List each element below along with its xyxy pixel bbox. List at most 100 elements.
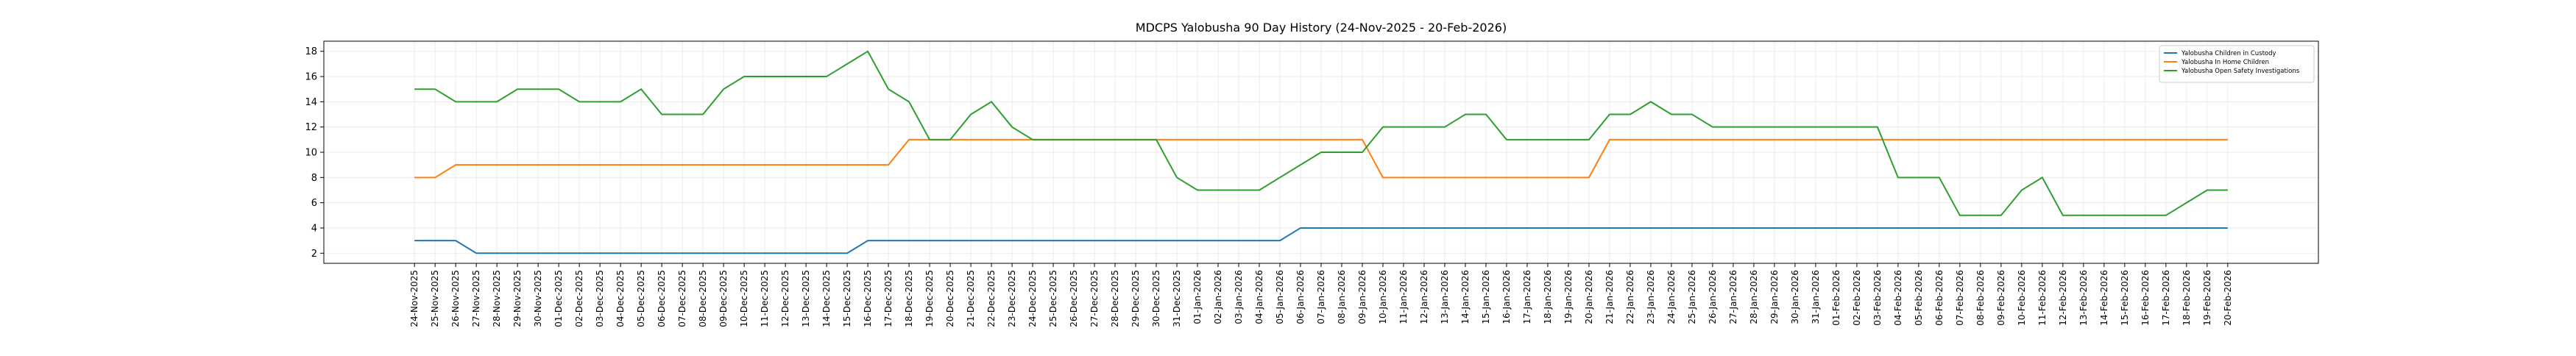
x-tick-label: 04-Feb-2026: [1893, 270, 1903, 326]
x-tick-label: 10-Jan-2026: [1378, 270, 1388, 324]
x-tick-label: 26-Nov-2025: [450, 270, 461, 327]
x-tick-label: 10-Feb-2026: [2017, 270, 2027, 326]
x-tick-label: 27-Dec-2025: [1089, 270, 1100, 327]
x-tick-label: 05-Jan-2026: [1275, 270, 1285, 324]
x-tick-label: 19-Dec-2025: [924, 270, 935, 327]
legend-label: Yalobusha In Home Children: [2181, 59, 2269, 66]
series-line: [414, 138, 2228, 179]
x-tick-label: 16-Dec-2025: [863, 270, 873, 327]
x-tick-label: 29-Dec-2025: [1130, 270, 1141, 327]
x-tick-label: 28-Nov-2025: [492, 270, 502, 327]
x-tick-label: 22-Dec-2025: [986, 270, 997, 327]
legend-label: Yalobusha Open Safety Investigations: [2181, 68, 2300, 75]
x-tick-label: 31-Jan-2026: [1811, 270, 1821, 324]
x-tick-label: 20-Feb-2026: [2223, 270, 2233, 326]
x-tick-label: 12-Dec-2025: [780, 270, 790, 327]
y-tick-label: 16: [305, 72, 317, 83]
x-tick-label: 30-Nov-2025: [533, 270, 543, 327]
x-tick-label: 08-Feb-2026: [1975, 270, 1986, 326]
x-tick-label: 26-Dec-2025: [1069, 270, 1079, 327]
x-tick-label: 03-Feb-2026: [1872, 270, 1883, 326]
x-tick-label: 17-Feb-2026: [2161, 270, 2171, 326]
x-tick-label: 20-Jan-2026: [1584, 270, 1594, 324]
x-tick-label: 30-Dec-2025: [1151, 270, 1161, 327]
x-tick-label: 14-Jan-2026: [1460, 270, 1471, 324]
x-tick-label: 17-Jan-2026: [1522, 270, 1532, 324]
x-tick-label: 26-Jan-2026: [1708, 270, 1718, 324]
chart-title: MDCPS Yalobusha 90 Day History (24-Nov-2…: [1136, 21, 1507, 35]
x-tick-label: 02-Dec-2025: [574, 270, 584, 327]
x-tick-label: 14-Dec-2025: [821, 270, 832, 327]
x-tick-label: 18-Dec-2025: [904, 270, 914, 327]
legend-label: Yalobusha Children in Custody: [2181, 50, 2276, 57]
x-tick-label: 01-Dec-2025: [553, 270, 564, 327]
x-tick-label: 17-Dec-2025: [883, 270, 894, 327]
y-tick-label: 4: [311, 223, 317, 234]
x-tick-label: 09-Jan-2026: [1357, 270, 1367, 324]
x-tick-label: 18-Jan-2026: [1543, 270, 1553, 324]
x-tick-label: 29-Nov-2025: [512, 270, 523, 327]
x-tick-label: 28-Dec-2025: [1110, 270, 1120, 327]
x-tick-label: 24-Nov-2025: [409, 270, 420, 327]
x-tick-label: 25-Nov-2025: [430, 270, 440, 327]
x-tick-label: 19-Jan-2026: [1563, 270, 1574, 324]
x-tick-label: 07-Jan-2026: [1316, 270, 1326, 324]
plot-frame: [323, 40, 2319, 264]
x-tick-label: 09-Feb-2026: [1996, 270, 2006, 326]
x-tick-label: 24-Dec-2025: [1027, 270, 1038, 327]
x-tick-label: 22-Jan-2026: [1625, 270, 1635, 324]
series-line: [414, 50, 2228, 216]
x-tick-label: 14-Feb-2026: [2099, 270, 2109, 326]
x-tick-label: 05-Feb-2026: [1914, 270, 1924, 326]
x-tick-label: 10-Dec-2025: [739, 270, 749, 327]
x-tick-label: 06-Jan-2026: [1295, 270, 1306, 324]
x-tick-label: 25-Dec-2025: [1048, 270, 1058, 327]
y-tick-label: 10: [305, 148, 317, 159]
x-tick-label: 27-Nov-2025: [471, 270, 481, 327]
x-tick-label: 18-Feb-2026: [2182, 270, 2192, 326]
y-tick-label: 6: [311, 198, 317, 209]
x-tick-label: 13-Jan-2026: [1440, 270, 1450, 324]
x-tick-label: 11-Feb-2026: [2037, 270, 2048, 326]
x-tick-label: 12-Jan-2026: [1419, 270, 1429, 324]
x-tick-label: 03-Dec-2025: [595, 270, 605, 327]
x-tick-label: 23-Jan-2026: [1646, 270, 1656, 324]
x-tick-label: 01-Feb-2026: [1831, 270, 1841, 326]
y-tick-label: 8: [311, 173, 317, 184]
x-tick-label: 30-Jan-2026: [1790, 270, 1800, 324]
x-tick-label: 16-Jan-2026: [1501, 270, 1512, 324]
x-tick-label: 07-Dec-2025: [677, 270, 687, 327]
x-tick-label: 25-Jan-2026: [1687, 270, 1697, 324]
x-tick-label: 21-Dec-2025: [966, 270, 976, 327]
x-tick-label: 24-Jan-2026: [1666, 270, 1677, 324]
x-tick-label: 08-Jan-2026: [1337, 270, 1347, 324]
x-tick-label: 02-Feb-2026: [1852, 270, 1862, 326]
x-tick-label: 13-Dec-2025: [801, 270, 811, 327]
x-tick-label: 08-Dec-2025: [698, 270, 708, 327]
x-tick-label: 07-Feb-2026: [1955, 270, 1965, 326]
x-tick-label: 27-Jan-2026: [1728, 270, 1738, 324]
x-tick-label: 19-Feb-2026: [2202, 270, 2212, 326]
y-tick-label: 2: [311, 249, 317, 260]
y-tick-label: 18: [305, 46, 317, 57]
x-tick-label: 15-Feb-2026: [2120, 270, 2130, 326]
x-tick-label: 16-Feb-2026: [2140, 270, 2151, 326]
x-tick-label: 06-Feb-2026: [1934, 270, 1945, 326]
x-tick-label: 05-Dec-2025: [636, 270, 646, 327]
x-tick-label: 04-Dec-2025: [615, 270, 626, 327]
x-tick-label: 03-Jan-2026: [1234, 270, 1244, 324]
x-tick-label: 28-Jan-2026: [1749, 270, 1759, 324]
x-tick-label: 04-Jan-2026: [1254, 270, 1264, 324]
x-tick-label: 23-Dec-2025: [1007, 270, 1017, 327]
x-tick-label: 02-Jan-2026: [1213, 270, 1223, 324]
x-tick-label: 13-Feb-2026: [2078, 270, 2089, 326]
x-tick-label: 15-Jan-2026: [1481, 270, 1491, 324]
x-tick-label: 01-Jan-2026: [1192, 270, 1203, 324]
x-tick-label: 31-Dec-2025: [1172, 270, 1182, 327]
x-tick-label: 09-Dec-2025: [718, 270, 729, 327]
x-tick-label: 12-Feb-2026: [2058, 270, 2068, 326]
x-tick-label: 29-Jan-2026: [1769, 270, 1780, 324]
x-tick-label: 20-Dec-2025: [945, 270, 955, 327]
y-tick-label: 12: [305, 122, 317, 133]
